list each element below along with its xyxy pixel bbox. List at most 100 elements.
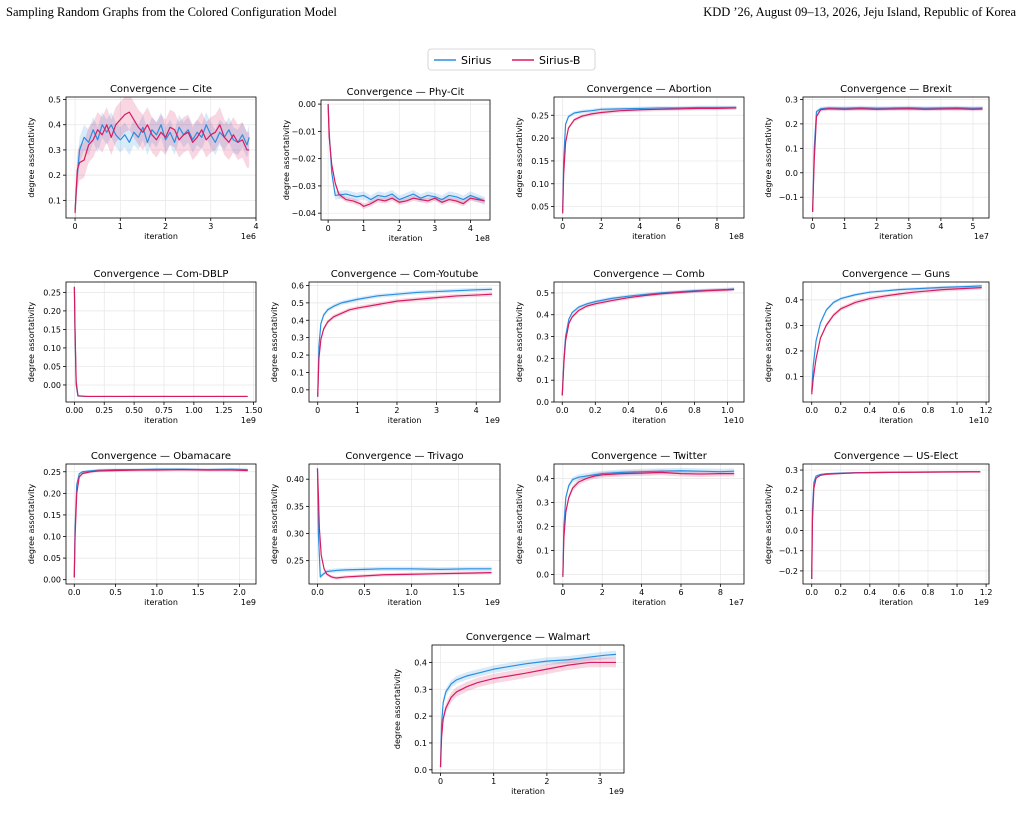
y-tick-label: −0.04	[291, 209, 316, 218]
axes-frame	[308, 463, 501, 585]
series-line	[439, 661, 617, 768]
y-tick-label: 0.5	[291, 299, 304, 308]
x-tick-label: 1.5	[452, 588, 465, 597]
legend-label-sirius: Sirius	[461, 54, 492, 67]
x-tick-label: 2	[163, 222, 168, 231]
y-axis-label: degree assortativity	[393, 669, 402, 749]
panels: 0 1 2 3 4 0.1 0.2 0.3 0.4 0.5 Convergence — Cite it…	[27, 84, 992, 796]
x-tick-label: 1	[491, 777, 496, 786]
series-line	[316, 468, 492, 578]
chart-title: Convergence — US-Elect	[834, 451, 958, 462]
y-tick-label: 0.25	[286, 557, 304, 566]
series-line	[562, 471, 735, 577]
y-axis-label: degree assortativity	[270, 484, 279, 564]
series-line	[561, 288, 735, 396]
chart-title: Convergence — Abortion	[587, 84, 712, 95]
y-tick-label: 0.3	[785, 466, 798, 475]
y-axis-label: degree assortativity	[515, 484, 524, 564]
chart-panel: 0 1 2 3 4 0.00 −0.01 −0.02 −0.03 −0.04 Convergence…	[282, 87, 491, 243]
y-tick-label: 0.0	[414, 766, 427, 775]
x-tick-label: 1.0	[951, 588, 964, 597]
x-tick-label: 0.25	[95, 406, 113, 415]
x-tick-label: 0.4	[863, 588, 876, 597]
axes-frame	[308, 281, 501, 403]
chart-panel: 0.0 0.2 0.4 0.6 0.8 1.0 0.0 0.1 0.2 0.3 0.4 0.5 Conv…	[515, 269, 745, 425]
y-tick-label: 0.0	[291, 386, 304, 395]
y-tick-label: 0.4	[536, 474, 549, 483]
x-multiplier: 1e9	[485, 598, 500, 607]
x-tick-label: 0.6	[893, 588, 906, 597]
x-axis-label: iteration	[632, 416, 666, 425]
plot-area	[74, 97, 250, 218]
chart-panel: 0.0 0.2 0.4 0.6 0.8 1.0 1.2 −0.2 −0.1 0.0 0.1 0.2 0.…	[764, 451, 992, 607]
series-band	[562, 467, 735, 580]
chart-title: Convergence — Trivago	[345, 451, 463, 462]
plot-area	[561, 287, 735, 398]
x-tick-label: 1.2	[980, 588, 993, 597]
series-band	[562, 105, 737, 213]
chart-title: Convergence — Obamacare	[91, 451, 231, 462]
y-tick-label: 0.0	[785, 169, 798, 178]
y-tick-label: 0.3	[785, 95, 798, 104]
series-band	[317, 287, 493, 399]
series-line	[812, 107, 983, 212]
x-tick-label: 3	[208, 222, 213, 231]
x-multiplier: 1e8	[729, 232, 744, 241]
x-tick-label: 2	[544, 777, 549, 786]
x-tick-label: 2	[599, 222, 604, 231]
y-tick-label: 0.2	[785, 120, 798, 129]
y-tick-label: 0.20	[531, 134, 549, 143]
x-tick-label: 1.0	[951, 406, 964, 415]
series-line	[73, 286, 248, 398]
y-tick-label: 0.5	[536, 289, 549, 298]
series-band	[811, 471, 981, 580]
x-tick-label: 0	[73, 222, 78, 231]
series-band	[812, 106, 983, 214]
x-tick-label: 4	[474, 406, 479, 415]
y-tick-label: 0.10	[531, 180, 549, 189]
series-line	[811, 285, 982, 392]
x-tick-label: 1.00	[185, 406, 203, 415]
x-tick-label: 4	[468, 224, 473, 233]
y-tick-label: 0.3	[291, 334, 304, 343]
plot-area	[73, 467, 248, 579]
x-multiplier: 1e9	[974, 598, 989, 607]
y-tick-label: −0.2	[779, 567, 798, 576]
y-tick-label: 0.4	[785, 296, 798, 305]
plot-area	[562, 105, 737, 216]
x-tick-label: 0.0	[805, 406, 818, 415]
x-tick-label: 0.8	[922, 406, 935, 415]
series-line	[73, 469, 248, 578]
x-axis-label: iteration	[632, 232, 666, 241]
x-tick-label: 1	[842, 222, 847, 231]
x-tick-label: 0.0	[556, 406, 569, 415]
x-tick-label: 0.5	[109, 588, 122, 597]
y-tick-label: 0.1	[291, 368, 304, 377]
x-tick-label: 0.8	[688, 406, 701, 415]
y-tick-label: 0.2	[785, 486, 798, 495]
y-tick-label: −0.1	[779, 193, 798, 202]
y-tick-label: 0.1	[48, 196, 61, 205]
x-tick-label: 1	[355, 406, 360, 415]
plot-area	[317, 287, 493, 399]
y-axis-label: degree assortativity	[27, 484, 36, 564]
x-axis-label: iteration	[879, 232, 913, 241]
series-band	[74, 286, 248, 397]
series-line	[562, 107, 737, 214]
x-tick-label: 8	[714, 222, 719, 231]
y-axis-label: degree assortativity	[515, 117, 524, 197]
y-tick-label: 0.1	[414, 739, 427, 748]
x-tick-label: 3	[434, 406, 439, 415]
x-multiplier: 1e9	[485, 416, 500, 425]
chart-title: Convergence — Walmart	[466, 632, 590, 643]
x-tick-label: 0.0	[68, 588, 81, 597]
series-band	[812, 105, 983, 214]
series-line	[74, 124, 250, 211]
y-tick-label: 0.1	[785, 372, 798, 381]
axes-frame	[553, 463, 745, 585]
x-multiplier: 1e6	[241, 232, 256, 241]
y-tick-label: 0.00	[298, 100, 316, 109]
y-tick-label: 0.10	[43, 344, 61, 353]
plot-area	[439, 650, 617, 772]
y-tick-label: 0.25	[43, 468, 61, 477]
